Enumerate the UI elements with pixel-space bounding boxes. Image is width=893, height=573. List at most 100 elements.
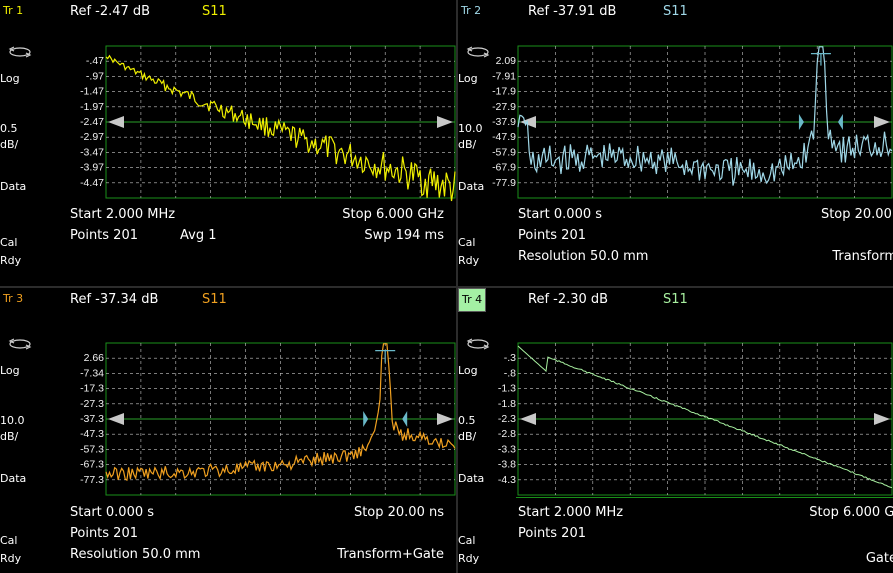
y-tick-label: -77.9 [492,177,516,189]
reference-arrow-icon [874,116,890,128]
scale-format-label[interactable]: Log [458,364,478,377]
trace-window-1[interactable]: Tr 1 Ref -2.47 dB S11 Log 0.5 dB/Data Cal Rdy -.… [0,0,456,286]
reference-arrow-icon [520,413,536,425]
trace-id-label[interactable]: Tr 3 [3,292,24,305]
points-label[interactable]: Points 201 [518,526,586,541]
cal-status-label[interactable]: Rdy [0,254,22,267]
y-tick-label: -7.34 [80,367,104,379]
reference-level-label[interactable]: Ref -37.34 dB [70,292,159,307]
rotate-arrows-icon[interactable] [8,44,32,63]
trace-window-3[interactable]: Tr 3 Ref -37.34 dB S11 Log 10.0 dB/Data Cal Rdy… [0,288,456,573]
scale-format-label[interactable]: Log [458,72,478,85]
start-frequency-label[interactable]: Start 2.000 MHz [518,505,624,520]
y-tick-label: -.3 [504,352,516,364]
y-tick-label: -.8 [504,367,516,379]
y-tick-label: -2.3 [498,413,516,425]
rotate-arrows-icon[interactable] [8,336,32,355]
gate-marker-icon [798,114,804,130]
cal-label[interactable]: Cal [458,534,476,547]
scale-unit-label[interactable]: dB/ [0,430,19,443]
parameter-label[interactable]: S11 [202,292,227,307]
y-tick-label: 2.09 [496,55,517,67]
scale-unit-label[interactable]: dB/ [458,430,477,443]
reference-arrow-icon [108,116,124,128]
stop-frequency-label[interactable]: Stop 6.000 GHz [342,207,444,222]
y-tick-label: -17.9 [492,86,516,98]
y-tick-label: -37.9 [492,116,516,128]
trace-window-4[interactable]: Tr 4 Ref -2.30 dB S11 Log 0.5 dB/Data Cal Rdy -.… [458,288,893,573]
cal-status-label[interactable]: Rdy [458,254,480,267]
y-tick-label: -27.9 [492,101,516,113]
rotate-arrows-icon[interactable] [466,336,490,355]
y-tick-label: -4.3 [498,474,516,486]
reference-level-label[interactable]: Ref -2.30 dB [528,292,609,307]
reference-arrow-icon [874,413,890,425]
parameter-label[interactable]: S11 [663,292,688,307]
y-tick-label: -67.3 [80,459,104,471]
y-tick-label: -57.3 [80,443,104,455]
reference-arrow-icon [437,116,453,128]
y-tick-label: -1.47 [80,86,104,98]
trace-plot-area: -.3 -.8 -1.3 -1.8 -2.3 -2.8 -3.3 -3.8 -4.3 [498,342,893,496]
y-tick-label: -4.47 [80,177,104,189]
y-tick-label: -2.97 [80,131,104,143]
points-label[interactable]: Points 201 [518,228,586,243]
transform-mode-label[interactable]: Gate [865,551,893,566]
scale-unit-label[interactable]: dB/ [0,138,19,151]
scale-value-label[interactable]: 0.5 [458,414,476,427]
points-label[interactable]: Points 201 [70,526,138,541]
trace-line [517,46,893,186]
y-tick-label: -.47 [86,55,104,67]
start-frequency-label[interactable]: Start 2.000 MHz [70,207,176,222]
transform-mode-label[interactable]: Transform+Gate [337,547,444,562]
parameter-label[interactable]: S11 [663,4,688,19]
y-tick-label: -37.3 [80,413,104,425]
y-tick-label: -27.3 [80,398,104,410]
y-tick-label: -67.9 [492,162,516,174]
y-tick-label: -7.91 [492,70,516,82]
start-frequency-label[interactable]: Start 0.000 s [518,207,603,222]
reference-level-label[interactable]: Ref -37.91 dB [528,4,617,19]
points-label[interactable]: Points 201 [70,228,138,243]
start-frequency-label[interactable]: Start 0.000 s [70,505,155,520]
cal-label[interactable]: Cal [458,236,476,249]
transform-mode-label[interactable]: Transform [832,249,893,264]
trace-id-label[interactable]: Tr 1 [3,4,24,17]
trace-line [105,54,456,202]
trace-id-label[interactable]: Tr 4 [458,288,487,312]
stop-frequency-label[interactable]: Stop 20.00 ns [353,505,444,520]
memory-label[interactable]: Data [458,472,485,485]
memory-label[interactable]: Data [458,180,485,193]
y-tick-label: -3.97 [80,162,104,174]
memory-label[interactable]: Data [0,472,27,485]
reference-arrow-icon [520,116,536,128]
stop-frequency-label[interactable]: Stop 20.00 ns [820,207,893,222]
resolution-label[interactable]: Resolution 50.0 mm [70,547,201,562]
y-tick-label: -47.3 [80,428,104,440]
trace-window-2[interactable]: Tr 2 Ref -37.91 dB S11 Log 10.0 dB/Data Cal Rdy… [458,0,893,286]
scale-format-label[interactable]: Log [0,364,20,377]
memory-label[interactable]: Data [0,180,27,193]
scale-unit-label[interactable]: dB/ [458,138,477,151]
scale-format-label[interactable]: Log [0,72,20,85]
reference-level-label[interactable]: Ref -2.47 dB [70,4,151,19]
resolution-label[interactable]: Resolution 50.0 mm [518,249,649,264]
cal-status-label[interactable]: Rdy [0,552,22,565]
stop-frequency-label[interactable]: Stop 6.000 GHz [809,505,893,520]
rotate-arrows-icon[interactable] [466,44,490,63]
cal-status-label[interactable]: Rdy [458,552,480,565]
scale-value-label[interactable]: 10.0 [458,122,483,135]
y-tick-label: -2.8 [498,428,516,440]
y-tick-label: -3.3 [498,443,516,455]
average-label[interactable]: Avg 1 [180,228,217,243]
sweep-time-label[interactable]: Swp 194 ms [364,228,444,243]
scale-value-label[interactable]: 0.5 [0,122,18,135]
cal-label[interactable]: Cal [0,534,18,547]
reference-arrow-icon [437,413,453,425]
cal-label[interactable]: Cal [0,236,18,249]
gate-marker-icon [402,411,408,427]
parameter-label[interactable]: S11 [202,4,227,19]
scale-value-label[interactable]: 10.0 [0,414,25,427]
trace-id-label[interactable]: Tr 2 [461,4,482,17]
y-tick-label: -1.3 [498,383,516,395]
